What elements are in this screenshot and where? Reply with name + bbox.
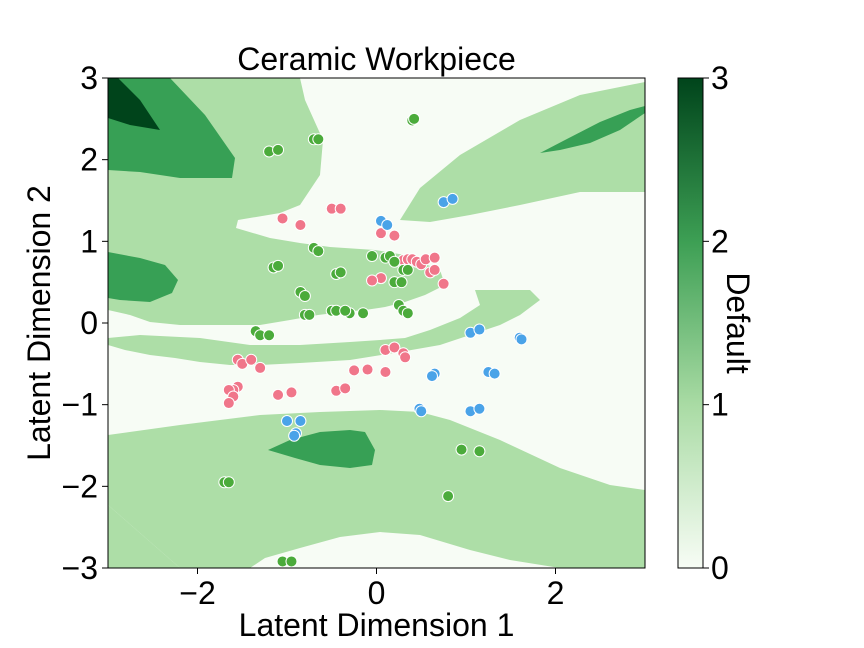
data-point [312, 245, 325, 258]
x-axis-ticks: −2 0 2 [179, 568, 564, 611]
colorbar-ticks: 0 1 2 3 [703, 60, 729, 586]
data-point [222, 476, 235, 489]
colorbar-gradient [677, 77, 704, 569]
colorbar-tick-label: 0 [711, 550, 729, 586]
data-point [294, 415, 307, 427]
data-point [334, 266, 347, 279]
y-axis-ticks: −3 −2 −1 0 1 2 3 [62, 60, 108, 586]
data-point [366, 250, 379, 263]
data-point [428, 263, 441, 276]
data-point [245, 353, 258, 366]
chart-title: Ceramic Workpiece [237, 41, 516, 77]
data-point [285, 386, 298, 399]
data-point [298, 290, 311, 303]
data-point [442, 490, 455, 503]
decision-region-background [108, 78, 645, 568]
data-point [303, 308, 316, 321]
y-tick-label: −1 [62, 387, 98, 423]
data-point [473, 402, 486, 415]
data-point [357, 307, 370, 320]
data-point [428, 251, 441, 264]
region-level-3-top-left [108, 78, 160, 130]
region-level-1-lower [108, 410, 645, 568]
data-point [401, 263, 414, 276]
data-point [254, 361, 267, 374]
data-point [379, 366, 392, 378]
data-point [455, 443, 468, 456]
y-tick-label: 2 [80, 142, 98, 178]
data-point [272, 143, 285, 156]
data-point [276, 212, 289, 225]
data-point [285, 555, 298, 568]
data-point [388, 229, 401, 242]
data-point [401, 307, 414, 320]
data-point [281, 415, 293, 427]
data-point [334, 202, 347, 215]
data-point [339, 382, 352, 395]
data-point [446, 192, 459, 205]
y-axis-label: Latent Dimension 2 [21, 185, 57, 461]
data-point [339, 304, 352, 317]
colorbar-tick-label: 3 [711, 60, 729, 96]
y-tick-label: 3 [80, 60, 98, 96]
y-tick-label: −2 [62, 468, 98, 504]
data-point [272, 388, 285, 401]
data-point [399, 351, 412, 364]
data-point [222, 397, 235, 410]
region-level-1-upper-right [400, 82, 645, 222]
data-point [294, 219, 307, 231]
data-point [425, 370, 438, 383]
colorbar-tick-label: 1 [711, 387, 729, 423]
data-point [395, 276, 408, 289]
data-point [348, 364, 361, 377]
data-point [515, 333, 528, 346]
data-point [263, 329, 276, 342]
x-tick-label: 2 [547, 575, 565, 611]
data-point [388, 255, 401, 268]
data-point [312, 133, 325, 146]
data-point [361, 363, 374, 376]
data-point [374, 227, 387, 240]
y-tick-label: −3 [62, 550, 98, 586]
region-level-2-top-right [540, 106, 645, 153]
colorbar: 0 1 2 3 Default [677, 60, 756, 586]
data-point [388, 341, 401, 354]
data-point [437, 277, 450, 290]
x-axis-label: Latent Dimension 1 [239, 607, 515, 643]
x-tick-label: 0 [368, 575, 386, 611]
region-level-1-middle-band [108, 290, 540, 365]
region-level-1-bottom-left [108, 505, 180, 568]
data-point [272, 259, 285, 272]
data-point [473, 445, 486, 458]
data-point [473, 323, 486, 336]
region-level-2-left-middle [108, 252, 178, 302]
colorbar-tick-label: 2 [711, 223, 729, 259]
x-tick-label: −2 [179, 575, 215, 611]
y-tick-label: 1 [80, 223, 98, 259]
data-point [366, 274, 379, 287]
data-point [288, 429, 301, 442]
scatter-points [218, 112, 528, 568]
data-point [381, 219, 394, 231]
data-point [408, 112, 421, 125]
y-tick-label: 0 [80, 305, 98, 341]
data-point [415, 405, 428, 418]
colorbar-label: Default [720, 272, 756, 374]
data-point [488, 367, 501, 380]
